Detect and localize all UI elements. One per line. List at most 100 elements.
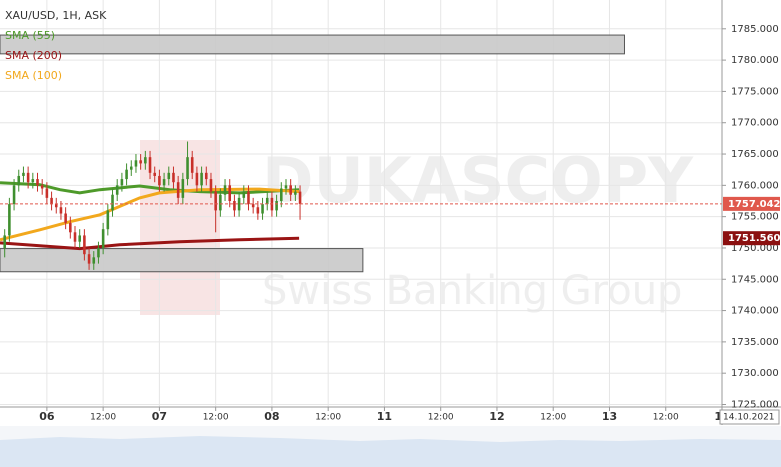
x-tick-label: 07 [152, 410, 167, 423]
price-label-box [723, 231, 780, 246]
candle-body [12, 185, 16, 205]
candle-body [233, 200, 236, 211]
candle-body [167, 172, 171, 180]
legend-entry: SMA (55) [5, 29, 55, 42]
candle-body [242, 191, 246, 198]
price-label: 1751.560 [728, 233, 781, 244]
candle-body [190, 157, 194, 173]
x-tick-label: 12:00 [315, 413, 341, 423]
candle-body [97, 247, 100, 258]
candle-body [120, 179, 124, 186]
candle-body [280, 188, 283, 201]
candle-body [223, 185, 227, 195]
candle-body [289, 185, 292, 195]
watermark-logo [140, 140, 220, 315]
candle-body [22, 172, 25, 176]
candle-body [134, 160, 138, 167]
x-tick-label: 12:00 [90, 413, 116, 423]
candle-body [125, 169, 128, 180]
y-tick-label: 1785.000 [731, 24, 779, 35]
y-tick-label: 1750.000 [731, 243, 779, 254]
y-tick-label: 1730.000 [731, 368, 779, 379]
candle-body [176, 182, 180, 198]
candle-body [92, 257, 96, 264]
x-tick-label: 12 [489, 410, 504, 423]
candle-body [181, 179, 185, 198]
candle-body [31, 179, 35, 183]
candle-body [59, 207, 63, 214]
candle-body [158, 175, 161, 186]
candle-body [139, 160, 142, 164]
y-tick-label: 1725.000 [731, 399, 779, 410]
candle-body [298, 191, 302, 204]
navigator-area [0, 436, 781, 467]
candle-body [36, 179, 39, 186]
candle-body [87, 254, 91, 264]
y-tick-label: 1745.000 [731, 274, 779, 285]
legend-entry: SMA (100) [5, 69, 62, 82]
candle-body [115, 185, 119, 195]
x-tick-label: 12:00 [428, 413, 454, 423]
candle-body [26, 172, 30, 183]
candle-body [209, 179, 213, 192]
candle-body [69, 222, 72, 233]
candle-body [265, 197, 269, 205]
candle-body [219, 194, 222, 211]
candle-body [256, 207, 260, 214]
candle-body [144, 157, 147, 164]
candle-body [214, 191, 217, 211]
x-tick-label: 12:00 [653, 413, 679, 423]
candle-body [275, 200, 278, 211]
x-tick-label: 06 [39, 410, 55, 423]
watermark-brand: DUKASCOPY [262, 144, 694, 217]
candle-body [111, 194, 114, 211]
candle-body [73, 232, 77, 242]
candle-body [148, 157, 152, 173]
y-tick-label: 1780.000 [731, 55, 779, 66]
candle-body [8, 204, 11, 236]
zone [0, 248, 364, 273]
candle-body [162, 179, 166, 186]
candle-body [101, 229, 105, 248]
sma-line [0, 187, 300, 242]
candle-body [228, 185, 232, 201]
y-tick-label: 1775.000 [731, 86, 779, 97]
candle-body [284, 185, 288, 189]
y-tick-label: 1740.000 [731, 306, 779, 317]
y-tick-label: 1760.000 [731, 180, 779, 191]
y-tick-label: 1770.000 [731, 118, 779, 129]
candle-body [294, 191, 297, 195]
candle-body [251, 204, 255, 208]
y-tick-label: 1755.000 [731, 212, 779, 223]
candle-body [261, 204, 264, 214]
watermark-tagline: Swiss Banking Group [262, 268, 682, 314]
legend: SMA (55) SMA (200) SMA (100) [5, 29, 62, 82]
candle-body [129, 166, 133, 170]
candle-body [45, 188, 49, 198]
date-label: 14.10.2021 [723, 413, 775, 423]
candle-body [83, 235, 86, 255]
x-tick-label: 12:00 [540, 413, 566, 423]
x-tick-label: 13 [602, 410, 617, 423]
sma-line [0, 181, 300, 195]
zone [0, 34, 625, 55]
x-tick-label: 12:00 [203, 413, 229, 423]
candle-body [153, 172, 157, 176]
candle-body [172, 172, 175, 183]
x-tick-label: 11 [377, 410, 392, 423]
sma-line [0, 236, 300, 251]
legend-entry: SMA (200) [5, 49, 62, 62]
candle-body [200, 172, 203, 186]
candle-body [40, 185, 44, 189]
chart-title: XAU/USD, 1H, ASK [5, 9, 107, 22]
candle-body [237, 197, 241, 211]
plot [0, 0, 723, 407]
x-tick-label: 08 [264, 410, 279, 423]
date-label-box [719, 409, 780, 425]
candle-body [64, 213, 67, 223]
candle-body [54, 204, 58, 208]
candle-body [50, 197, 53, 205]
candle-body [3, 235, 6, 248]
